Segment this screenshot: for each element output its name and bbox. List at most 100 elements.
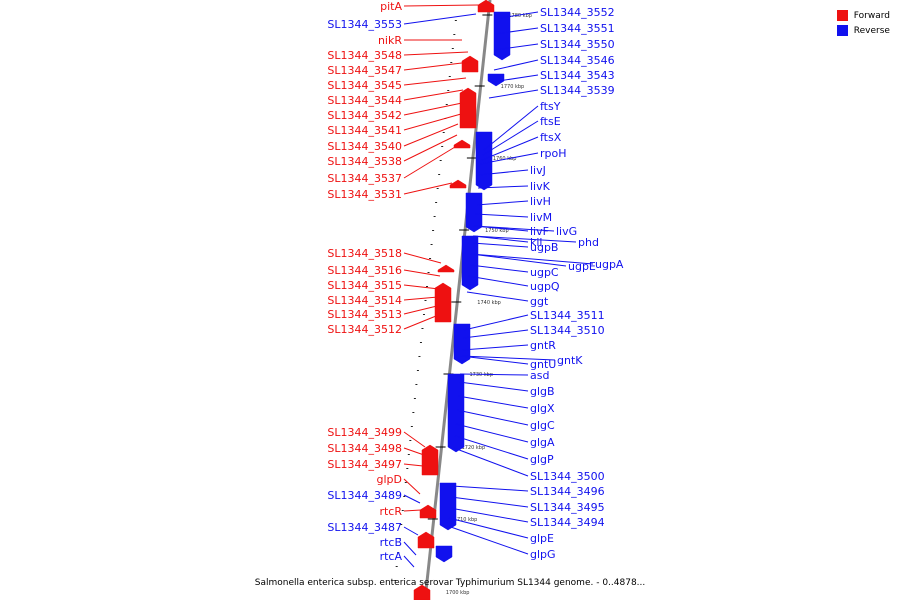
forward-gene-label: SL1344_3518 <box>327 247 402 260</box>
reverse-gene-label-leader <box>403 526 419 536</box>
reverse-gene-label: livK <box>530 180 551 193</box>
reverse-gene-label: glpE <box>530 532 554 545</box>
forward-gene-label-leader <box>403 61 471 71</box>
reverse-gene-label-leader <box>467 275 529 287</box>
forward-gene-label-leader <box>403 431 426 448</box>
forward-gene-label-leader <box>403 509 422 512</box>
map-dot <box>427 272 430 273</box>
forward-gene-glyph <box>434 282 452 323</box>
reverse-gene-label: ggt <box>530 295 549 308</box>
reverse-gene-label-leader <box>459 373 529 376</box>
reverse-gene-label: ugpQ <box>530 280 560 293</box>
reverse-gene-label: glgB <box>530 385 555 398</box>
reverse-gene-label: ugpB <box>530 241 558 254</box>
forward-gene-label: SL1344_3516 <box>327 264 402 277</box>
map-dot <box>422 314 425 315</box>
forward-label: Forward <box>853 10 890 21</box>
reverse-gene-label-leader <box>451 485 529 492</box>
tick-label: 1750 kbp <box>485 228 509 234</box>
reverse-gene-glyph <box>493 11 511 61</box>
reverse-gene-label: SL1344_3511 <box>530 309 605 322</box>
reverse-gene-label-leader <box>472 235 577 243</box>
reverse-gene-label-leader <box>479 152 539 165</box>
reverse-gene-label: glpG <box>530 548 556 561</box>
reverse-gene-label-leader <box>456 409 529 426</box>
tick-label: 1780 kbp <box>508 13 532 19</box>
reverse-gene-label: asd <box>530 369 549 382</box>
map-dot <box>407 454 410 455</box>
reverse-gene-label-leader <box>460 355 529 365</box>
reverse-gene-label-leader <box>499 11 539 19</box>
map-dot <box>426 286 429 287</box>
map-dot <box>433 216 436 217</box>
reverse-gene-label: SL1344_3553 <box>327 18 402 31</box>
map-dot <box>416 370 419 371</box>
map-dot <box>397 552 400 553</box>
forward-gene-glyph <box>461 55 479 73</box>
reverse-gene-label: phd <box>578 236 599 249</box>
map-dot <box>453 34 456 35</box>
reverse-gene-label: gntR <box>530 339 556 352</box>
forward-gene-label: SL1344_3497 <box>327 458 402 471</box>
map-dot <box>398 538 401 539</box>
reverse-gene-label: glgP <box>530 453 554 466</box>
reverse-gene-glyph <box>465 192 483 233</box>
reverse-gene-glyph <box>461 235 479 291</box>
reverse-gene-label: SL1344_3495 <box>530 501 605 514</box>
reverse-gene-label: SL1344_3510 <box>530 324 605 337</box>
tick-label: 1720 kbp <box>462 445 486 451</box>
forward-gene-glyph <box>459 87 477 129</box>
legend-reverse: Reverse <box>836 23 890 38</box>
forward-gene-label-leader <box>403 315 437 330</box>
map-dot <box>454 20 457 21</box>
reverse-gene-label-leader <box>461 344 529 351</box>
forward-gene-label: SL1344_3545 <box>327 79 402 92</box>
forward-gene-label-leader <box>403 4 479 7</box>
forward-gene-label-leader <box>403 102 463 116</box>
forward-gene-label: SL1344_3537 <box>327 172 402 185</box>
reverse-gene-label-leader <box>450 496 529 508</box>
reverse-gene-label-leader <box>491 74 539 83</box>
forward-gene-label-leader <box>403 284 440 290</box>
reverse-gene-label-leader <box>458 381 529 392</box>
forward-gene-label: glpD <box>377 473 403 486</box>
map-dot <box>419 342 422 343</box>
reverse-gene-label: SL1344_3552 <box>540 6 615 19</box>
map-dot <box>412 412 415 413</box>
forward-gene-glyph <box>421 444 439 476</box>
reverse-gene-label: rtcA <box>380 550 403 563</box>
map-dot <box>400 524 403 525</box>
legend: Forward Reverse <box>836 8 890 38</box>
reverse-gene-label-leader <box>403 541 417 556</box>
reverse-gene-label-leader <box>471 242 529 248</box>
reverse-gene-label-leader <box>403 555 415 568</box>
reverse-gene-label: ftsY <box>540 100 561 113</box>
reverse-gene-glyph <box>439 482 457 531</box>
map-dot <box>439 160 442 161</box>
reverse-gene-label-leader <box>449 507 529 523</box>
reverse-gene-glyph <box>487 73 505 87</box>
forward-gene-label: SL1344_3531 <box>327 188 402 201</box>
tick-label: 1700 kbp <box>446 590 470 596</box>
reverse-gene-label: SL1344_3546 <box>540 54 615 67</box>
forward-gene-label: rtcR <box>379 505 402 518</box>
forward-gene-label-leader <box>403 305 438 315</box>
reverse-gene-label: livJ <box>530 164 546 177</box>
reverse-gene-glyph <box>435 545 453 563</box>
map-dot <box>409 440 412 441</box>
reverse-gene-label-leader <box>470 253 594 265</box>
map-dot <box>450 62 453 63</box>
map-dot <box>447 90 450 91</box>
map-dot <box>438 174 441 175</box>
map-dot <box>401 510 404 511</box>
reverse-gene-label: ugpA <box>595 258 624 271</box>
reverse-gene-label-leader <box>454 435 529 460</box>
map-dot <box>406 468 409 469</box>
forward-gene-label-leader <box>403 134 458 162</box>
forward-gene-label: SL1344_3498 <box>327 442 402 455</box>
map-dot <box>404 482 407 483</box>
forward-gene-glyph <box>437 264 455 273</box>
forward-gene-label: nikR <box>378 34 402 47</box>
gene-labels: pitA nikR SL1344_3548 SL1344_3547 SL1344_354… <box>327 0 624 563</box>
